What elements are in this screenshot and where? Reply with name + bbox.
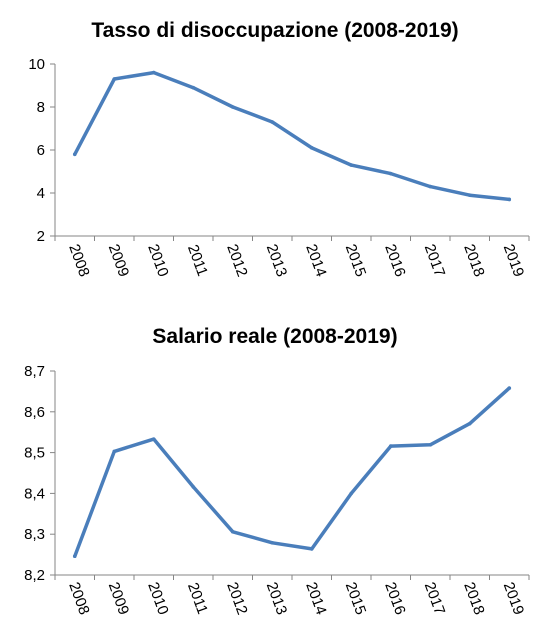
x-tick-label: 2015	[342, 242, 369, 279]
x-tick-label: 2015	[342, 580, 369, 617]
x-tick-label: 2010	[144, 580, 171, 617]
x-tick-label: 2019	[500, 242, 527, 279]
x-tick-label: 2018	[460, 580, 487, 617]
y-tick-label: 8,4	[24, 485, 45, 502]
y-tick-label: 8,3	[24, 526, 45, 543]
data-point-2018	[467, 193, 472, 197]
series-polyline	[73, 70, 512, 202]
data-point-2008	[72, 554, 77, 559]
y-tick-label: 6	[37, 142, 45, 159]
x-tick-label: 2008	[65, 580, 92, 617]
series-line	[72, 386, 512, 559]
x-tick-label: 2019	[500, 580, 527, 617]
data-point-2008	[72, 152, 77, 157]
data-point-2011	[191, 85, 196, 90]
data-point-2018	[467, 421, 472, 426]
x-axis-ticks: 2008 2009 2010 2011 2012 2013 2014 2015 2016 2017…	[54, 236, 530, 279]
data-point-2009	[112, 449, 117, 454]
y-tick-label: 8,7	[24, 363, 45, 380]
data-point-2011	[191, 485, 196, 489]
chart-title: Tasso di disoccupazione (2008-2019)	[91, 19, 458, 42]
y-tick-label: 8,2	[24, 567, 45, 584]
series-polyline	[73, 386, 512, 558]
y-tick-label: 8,6	[24, 404, 45, 421]
x-tick-label: 2011	[184, 242, 211, 278]
data-point-2016	[388, 171, 393, 176]
unemployment-chart: Tasso di disoccupazione (2008-2019) 2 4 6 8…	[28, 19, 530, 279]
x-tick-label: 2016	[381, 242, 408, 279]
data-point-2017	[428, 443, 433, 447]
x-tick-label: 2017	[421, 242, 448, 279]
x-tick-label: 2018	[460, 242, 487, 279]
x-tick-label: 2017	[421, 580, 448, 617]
data-point-2017	[428, 184, 433, 189]
y-tick-label: 8,5	[24, 445, 45, 462]
x-tick-label: 2010	[144, 242, 171, 279]
x-tick-label: 2013	[263, 242, 290, 279]
x-tick-label: 2009	[105, 580, 132, 617]
data-point-2015	[349, 491, 354, 496]
data-point-2010	[151, 70, 156, 75]
x-tick-label: 2014	[302, 580, 329, 617]
data-point-2012	[230, 105, 235, 109]
y-tick-label: 10	[28, 56, 45, 73]
x-tick-label: 2013	[263, 580, 290, 617]
data-point-2016	[388, 444, 393, 448]
x-tick-label: 2012	[223, 580, 250, 617]
y-axis-ticks: 2 4 6 8 10	[28, 56, 55, 245]
x-tick-label: 2012	[223, 242, 250, 279]
x-axis-ticks: 2008 2009 2010 2011 2012 2013 2014 2015 2016 2017…	[54, 575, 530, 617]
data-point-2019	[507, 197, 512, 202]
x-tick-label: 2009	[105, 242, 132, 279]
x-tick-label: 2008	[65, 242, 92, 279]
x-tick-label: 2011	[184, 580, 211, 616]
y-tick-label: 4	[37, 185, 45, 202]
y-axis-ticks: 8,2 8,3 8,4 8,5 8,6 8,7	[24, 363, 55, 584]
x-tick-label: 2014	[302, 242, 329, 279]
data-point-2010	[151, 437, 156, 441]
data-point-2013	[270, 120, 275, 124]
data-point-2014	[309, 547, 314, 551]
data-point-2015	[349, 163, 354, 167]
y-tick-label: 2	[37, 228, 45, 245]
data-point-2013	[270, 540, 275, 545]
data-point-2019	[507, 386, 512, 390]
data-point-2009	[112, 77, 117, 81]
chart-title: Salario reale (2008-2019)	[152, 325, 397, 348]
y-tick-label: 8	[37, 99, 45, 116]
data-point-2014	[309, 146, 314, 150]
series-line	[72, 70, 512, 202]
x-tick-label: 2016	[381, 580, 408, 617]
real-wage-chart: Salario reale (2008-2019) 8,28,38,48,58,…	[24, 325, 530, 617]
data-point-2012	[230, 529, 235, 534]
